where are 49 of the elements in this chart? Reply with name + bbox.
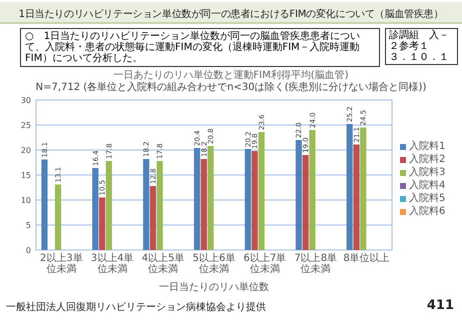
bar [302, 155, 309, 250]
bar [252, 151, 258, 250]
x-tick-label: 2以上3単位未満 [39, 253, 84, 275]
bar [360, 128, 366, 250]
bar [150, 186, 156, 250]
bar [200, 159, 207, 250]
x-tick-label: 4以上5単位未満 [140, 253, 186, 275]
bar [244, 149, 251, 250]
legend-label: 入院料5 [409, 193, 446, 204]
x-tick-label: 5以上6単位未満 [192, 253, 236, 275]
bar [309, 130, 316, 250]
y-tick-label: 25 [20, 121, 31, 130]
chart-title: 一日あたりのリハ単位数と運動FIM利得平均(脳血管) [112, 68, 350, 82]
text: 診調組 入－２参考１ [389, 30, 449, 52]
text: ○ 1日当たりのリハビリテーション単位数が同一の脳血管疾患患者について、入院料・患者の状態毎に運動FIMの変化（退棟時運動FIM－入院時運動FIM）について分析した。 [20, 28, 380, 67]
y-tick-label: 5 [26, 221, 31, 230]
legend-label: 入院料4 [409, 180, 446, 191]
bar [156, 161, 163, 250]
bar [99, 198, 106, 250]
bar [106, 161, 112, 250]
chart-subtitle: N=7,712 (各単位と入院料の組み合わせでn<30は除く(疾患別に分けない場合と同様)) [34, 80, 428, 94]
bar [346, 124, 353, 250]
bar [41, 160, 48, 250]
x-axis-title: 一日当たりのリハ単位数 [158, 280, 270, 294]
bar [208, 146, 214, 250]
y-tick-label: 20 [20, 146, 31, 155]
x-tick-label: 8単位以上 [342, 253, 391, 264]
y-tick-label: 0 [26, 246, 31, 255]
bar [258, 132, 265, 250]
x-tick-label: 6以上7単位未満 [242, 253, 288, 275]
y-tick-label: 15 [20, 171, 31, 180]
legend-label: 入院料6 [409, 206, 446, 217]
x-tick-label: 7以上8単位未満 [293, 253, 338, 275]
bar [143, 159, 150, 250]
text: 411 [426, 298, 454, 313]
text: ３．１０．１ [389, 52, 449, 63]
y-tick-label: 10 [20, 196, 31, 205]
bar [296, 140, 302, 250]
legend-label: 入院料2 [409, 154, 446, 165]
text: 一般社団法人回復期リハビリテーション病棟協会より提供 [6, 300, 266, 314]
bar [92, 168, 98, 250]
text: 1日当たりのリハビリテーション単位数が同一の患者におけるFIMの変化について（脳血管疾患） [0, 2, 462, 24]
bar [54, 184, 62, 250]
y-tick-label: 30 [20, 96, 31, 105]
bar [194, 148, 200, 250]
bar [353, 144, 360, 250]
x-tick-label: 3以上4単位未満 [90, 253, 135, 275]
legend-label: 入院料3 [409, 167, 446, 178]
legend-label: 入院料1 [409, 141, 446, 152]
